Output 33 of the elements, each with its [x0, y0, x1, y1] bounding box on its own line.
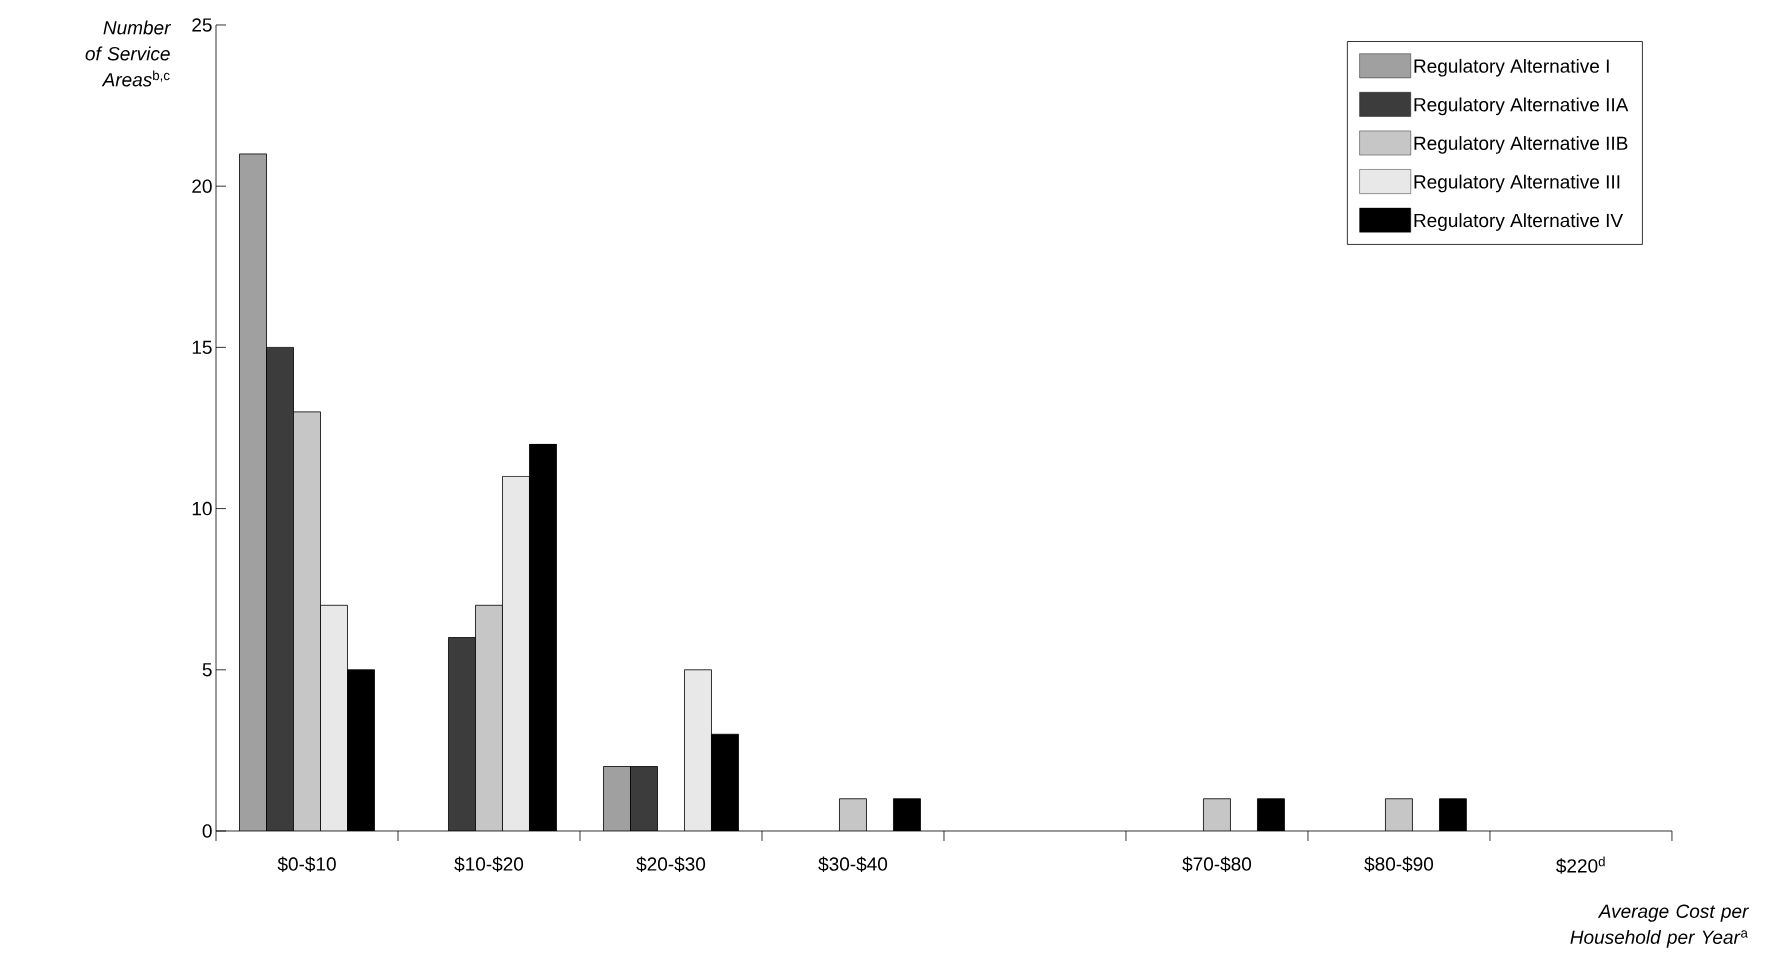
bar — [1385, 798, 1413, 831]
bar — [630, 766, 658, 831]
x-tick-label: $20-$30 — [636, 856, 706, 872]
legend-label: Regulatory Alternative IV — [1414, 213, 1623, 231]
bar — [1203, 798, 1231, 831]
x-tick-label: $70-$80 — [1182, 856, 1252, 872]
bar — [293, 411, 321, 831]
legend-label: Regulatory Alternative IIB — [1414, 136, 1628, 154]
bar — [839, 798, 867, 831]
bar — [684, 669, 712, 831]
y-tick-label: 15 — [192, 340, 212, 355]
bar — [603, 766, 631, 831]
y-tick-label: 5 — [202, 663, 212, 677]
x-tick-label: $220$^{d}$ — [1556, 856, 1605, 874]
x-tick-label: $0-$10 — [277, 856, 336, 872]
y-tick-label: 0 — [202, 824, 212, 838]
x-tick-label: $30-$40 — [818, 856, 888, 872]
x-tick-label: $80-$90 — [1364, 856, 1434, 872]
y-tick-label: 10 — [192, 501, 212, 516]
legend-label: Regulatory Alternative III — [1414, 174, 1620, 193]
y-tick-label: 20 — [192, 179, 212, 193]
bar — [320, 605, 348, 831]
x-tick-label: $10-$20 — [454, 856, 524, 872]
legend-label: Regulatory Alternative I — [1414, 58, 1609, 77]
x-axis-title: Average Cost per Household per Year$^{a}$ — [1570, 904, 1750, 948]
bar — [266, 347, 294, 831]
y-axis-title: Number of Service Areas$^{b,c}$ — [85, 20, 172, 87]
bar — [448, 637, 476, 831]
bar — [239, 153, 267, 831]
y-tick-label: 25 — [192, 18, 212, 32]
bar — [502, 476, 530, 831]
legend-label: Regulatory Alternative IIA — [1414, 97, 1629, 116]
bar — [475, 605, 503, 831]
